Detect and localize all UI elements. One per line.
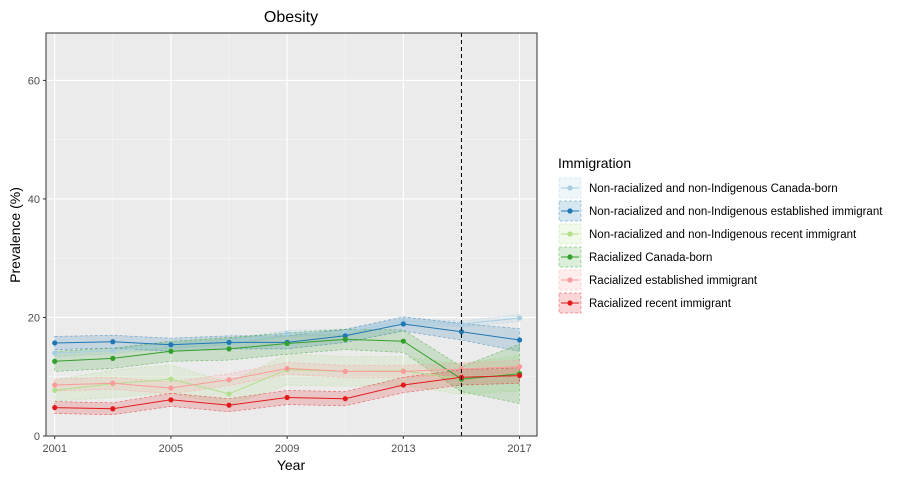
data-point: [52, 358, 58, 364]
x-axis-label: Year: [277, 457, 306, 473]
data-point: [342, 329, 348, 335]
x-tick-label: 2001: [42, 443, 66, 455]
data-point: [516, 364, 523, 370]
x-tick-label: 2005: [159, 443, 183, 455]
plot-area: 0 20 40 60 2001 2005 2009 2013 2017: [28, 32, 538, 455]
legend-title: Immigration: [558, 155, 631, 171]
y-tick-label: 20: [28, 312, 40, 324]
data-point: [226, 391, 232, 397]
legend-item: Racialized recent immigrant: [558, 292, 732, 314]
data-point: [52, 387, 58, 393]
data-point: [284, 340, 290, 347]
legend-key-point: [567, 231, 573, 237]
data-point: [110, 355, 116, 361]
legend-key-point: [567, 277, 573, 283]
legend-item: Non-racialized and non-Indigenous recent…: [558, 223, 857, 245]
data-point: [400, 321, 406, 327]
data-point: [226, 377, 232, 383]
data-point: [168, 376, 174, 382]
data-point: [168, 397, 174, 403]
data-point: [400, 338, 406, 344]
data-point: [342, 396, 348, 402]
legend-label: Racialized recent immigrant: [589, 298, 732, 310]
legend-key-point: [567, 254, 573, 260]
x-tick-label: 2009: [275, 443, 299, 455]
data-point: [284, 394, 290, 401]
legend-item: Racialized Canada-born: [558, 246, 712, 268]
data-point: [226, 339, 232, 345]
data-point: [516, 337, 523, 343]
legend-label: Non-racialized and non-Indigenous Canada…: [589, 183, 838, 195]
legend-item: Non-racialized and non-Indigenous establ…: [558, 200, 883, 222]
legend-label: Non-racialized and non-Indigenous establ…: [589, 206, 883, 218]
y-tick-label: 40: [28, 194, 40, 206]
data-point: [110, 348, 116, 354]
data-point: [516, 372, 523, 379]
data-point: [284, 330, 290, 337]
data-point: [516, 315, 523, 321]
chart-title: Obesity: [264, 9, 318, 26]
x-tick-label: 2017: [507, 443, 531, 455]
data-point: [284, 365, 290, 372]
data-point: [458, 329, 465, 335]
series-ribbon: [54, 367, 520, 416]
data-point: [168, 342, 174, 348]
legend-key-point: [567, 185, 573, 191]
data-point: [110, 339, 116, 345]
legend-label: Racialized established immigrant: [589, 275, 758, 287]
data-point: [110, 406, 116, 412]
data-point: [342, 336, 348, 342]
data-point: [400, 382, 406, 388]
x-tick-label: 2013: [391, 443, 415, 455]
plot-border: [45, 32, 538, 437]
legend-item: Racialized established immigrant: [558, 269, 758, 291]
data-point: [342, 333, 348, 339]
y-tick-label: 0: [34, 431, 40, 443]
y-tick-label: 60: [28, 75, 40, 87]
legend-key-point: [567, 208, 573, 214]
data-point: [400, 368, 406, 375]
data-point: [226, 402, 232, 408]
data-point: [52, 404, 58, 411]
data-point: [52, 340, 58, 346]
data-point: [52, 350, 58, 356]
legend-item: Non-racialized and non-Indigenous Canada…: [558, 177, 838, 199]
data-point: [168, 348, 174, 354]
data-point: [342, 368, 348, 375]
data-point: [226, 346, 232, 352]
data-point: [110, 380, 116, 386]
y-axis-label: Prevalence (%): [7, 187, 23, 283]
data-point: [52, 382, 58, 388]
legend-key-point: [567, 300, 573, 306]
legend-label: Racialized Canada-born: [589, 252, 712, 264]
data-point: [168, 385, 174, 391]
legend: Immigration Non-racialized and non-Indig…: [558, 155, 883, 314]
legend-label: Non-racialized and non-Indigenous recent…: [589, 229, 857, 241]
